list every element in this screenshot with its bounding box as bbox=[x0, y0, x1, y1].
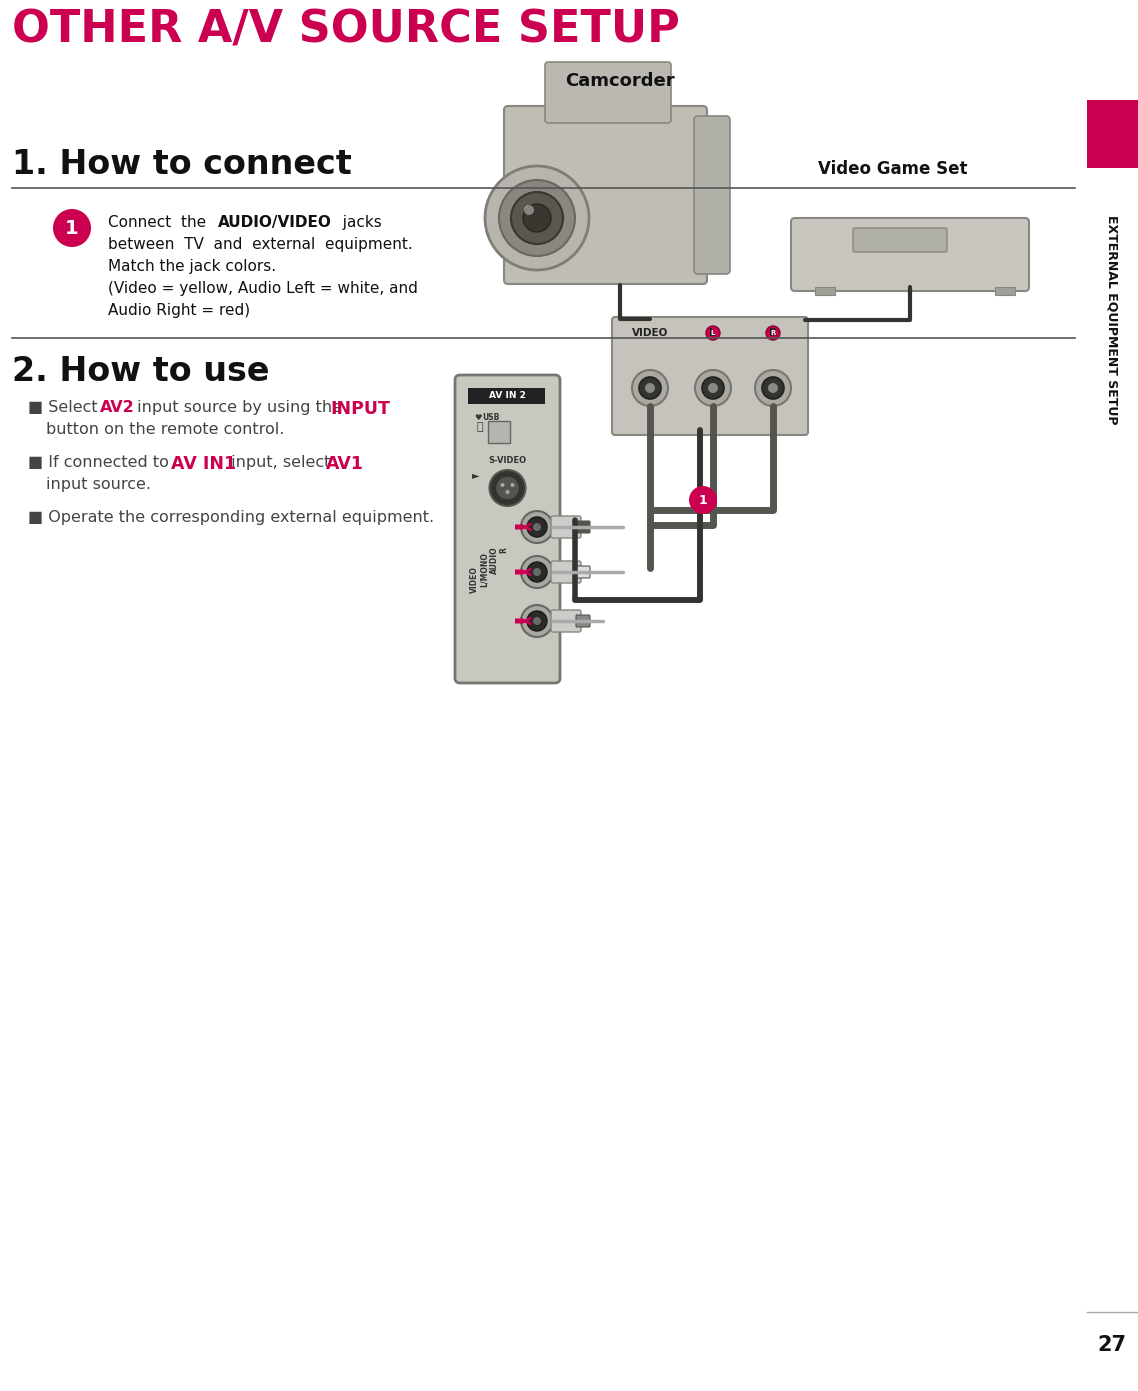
Text: ■ Select: ■ Select bbox=[28, 401, 102, 415]
Text: R: R bbox=[500, 547, 509, 554]
Text: AV2: AV2 bbox=[100, 401, 134, 415]
Text: 2. How to use: 2. How to use bbox=[13, 355, 270, 388]
Circle shape bbox=[485, 166, 589, 270]
Circle shape bbox=[521, 605, 553, 637]
FancyBboxPatch shape bbox=[504, 106, 707, 284]
Text: between  TV  and  external  equipment.: between TV and external equipment. bbox=[108, 236, 413, 252]
Text: VIDEO: VIDEO bbox=[632, 328, 668, 338]
Text: Connect  the: Connect the bbox=[108, 216, 216, 230]
Text: ■ If connected to: ■ If connected to bbox=[28, 455, 174, 470]
FancyBboxPatch shape bbox=[576, 522, 589, 533]
Text: (Video = yellow, Audio Left = white, and: (Video = yellow, Audio Left = white, and bbox=[108, 281, 418, 296]
FancyBboxPatch shape bbox=[551, 561, 582, 583]
Circle shape bbox=[511, 192, 563, 243]
Text: R: R bbox=[770, 330, 776, 337]
Text: ►: ► bbox=[472, 470, 479, 480]
Text: OTHER A/V SOURCE SETUP: OTHER A/V SOURCE SETUP bbox=[13, 8, 679, 51]
Circle shape bbox=[523, 204, 551, 232]
Circle shape bbox=[511, 483, 514, 487]
Circle shape bbox=[754, 370, 791, 406]
Text: L: L bbox=[709, 328, 717, 338]
Circle shape bbox=[501, 483, 504, 487]
Text: AUDIO: AUDIO bbox=[489, 547, 498, 574]
FancyArrow shape bbox=[516, 618, 526, 625]
Circle shape bbox=[527, 562, 547, 581]
Bar bbox=[488, 421, 510, 442]
Circle shape bbox=[533, 618, 541, 625]
Circle shape bbox=[702, 377, 724, 399]
Circle shape bbox=[53, 209, 91, 248]
Text: AUDIO/VIDEO: AUDIO/VIDEO bbox=[218, 216, 332, 230]
Text: Camcorder: Camcorder bbox=[566, 72, 675, 90]
FancyBboxPatch shape bbox=[854, 228, 947, 252]
Circle shape bbox=[706, 325, 720, 339]
Text: ♥: ♥ bbox=[475, 413, 481, 421]
Circle shape bbox=[533, 523, 541, 531]
Circle shape bbox=[708, 383, 718, 394]
Text: 1. How to connect: 1. How to connect bbox=[13, 147, 352, 181]
Circle shape bbox=[632, 370, 668, 406]
Text: INPUT: INPUT bbox=[330, 401, 390, 419]
Text: input source by using the: input source by using the bbox=[132, 401, 347, 415]
FancyBboxPatch shape bbox=[545, 63, 671, 122]
FancyArrow shape bbox=[516, 523, 526, 531]
FancyBboxPatch shape bbox=[455, 376, 560, 683]
Circle shape bbox=[688, 485, 717, 515]
Text: S-VIDEO: S-VIDEO bbox=[488, 456, 527, 465]
FancyBboxPatch shape bbox=[791, 218, 1029, 291]
Bar bbox=[995, 287, 1015, 295]
Circle shape bbox=[762, 377, 784, 399]
Text: EXTERNAL EQUIPMENT SETUP: EXTERNAL EQUIPMENT SETUP bbox=[1105, 216, 1119, 424]
Text: input source.: input source. bbox=[46, 477, 151, 492]
FancyArrow shape bbox=[516, 568, 526, 576]
Circle shape bbox=[645, 383, 655, 394]
Circle shape bbox=[640, 377, 661, 399]
FancyBboxPatch shape bbox=[576, 566, 589, 579]
FancyBboxPatch shape bbox=[551, 516, 582, 538]
Circle shape bbox=[521, 556, 553, 588]
Circle shape bbox=[527, 611, 547, 632]
Text: button on the remote control.: button on the remote control. bbox=[46, 421, 284, 437]
Text: R: R bbox=[769, 328, 777, 338]
Text: USB: USB bbox=[483, 413, 500, 421]
Text: Audio Right = red): Audio Right = red) bbox=[108, 303, 250, 319]
Text: 1: 1 bbox=[65, 218, 79, 238]
FancyBboxPatch shape bbox=[551, 611, 582, 632]
FancyBboxPatch shape bbox=[612, 317, 808, 435]
Circle shape bbox=[495, 476, 520, 499]
Text: AV IN 2: AV IN 2 bbox=[489, 391, 526, 399]
Circle shape bbox=[768, 383, 778, 394]
Circle shape bbox=[489, 470, 526, 506]
Text: jacks: jacks bbox=[333, 216, 381, 230]
Circle shape bbox=[533, 568, 541, 576]
FancyBboxPatch shape bbox=[694, 115, 729, 274]
Bar bbox=[468, 388, 545, 403]
Text: AV1: AV1 bbox=[325, 455, 364, 473]
Bar bbox=[1087, 100, 1138, 168]
Text: VIDEO: VIDEO bbox=[470, 566, 478, 594]
Circle shape bbox=[498, 179, 575, 256]
Text: L/MONO: L/MONO bbox=[479, 552, 488, 587]
Text: L: L bbox=[711, 330, 715, 337]
Text: AV IN1: AV IN1 bbox=[171, 455, 236, 473]
Circle shape bbox=[766, 325, 780, 339]
Circle shape bbox=[505, 490, 510, 494]
Text: 1: 1 bbox=[699, 494, 708, 506]
Text: ⎕: ⎕ bbox=[477, 421, 484, 433]
Circle shape bbox=[523, 204, 534, 216]
Text: 27: 27 bbox=[1097, 1335, 1127, 1355]
Circle shape bbox=[527, 517, 547, 537]
FancyBboxPatch shape bbox=[576, 615, 589, 627]
Text: input, select: input, select bbox=[226, 455, 336, 470]
Text: Match the jack colors.: Match the jack colors. bbox=[108, 259, 277, 274]
Text: ■ Operate the corresponding external equipment.: ■ Operate the corresponding external equ… bbox=[28, 510, 434, 524]
Text: Video Game Set: Video Game Set bbox=[818, 160, 967, 178]
Circle shape bbox=[521, 510, 553, 542]
Bar bbox=[815, 287, 835, 295]
Circle shape bbox=[695, 370, 731, 406]
